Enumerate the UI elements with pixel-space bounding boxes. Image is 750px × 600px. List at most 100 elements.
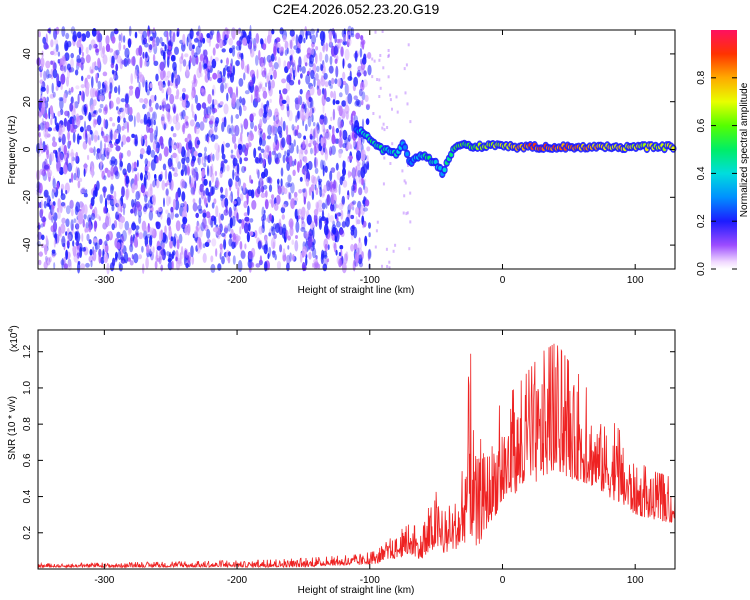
noise-cell <box>327 244 330 251</box>
noise-cell <box>176 31 179 38</box>
noise-cell <box>330 193 335 205</box>
noise-cell <box>41 169 47 177</box>
noise-cell <box>339 229 345 235</box>
noise-cell <box>291 239 295 245</box>
noise-cell <box>167 261 173 271</box>
noise-cell <box>298 151 304 161</box>
noise-cell <box>360 58 363 65</box>
noise-cell <box>104 240 108 246</box>
noise-cell <box>130 234 133 246</box>
noise-cell <box>288 39 294 49</box>
noise-cell <box>175 191 179 202</box>
noise-cell <box>302 140 306 149</box>
noise-cell <box>328 124 332 130</box>
noise-cell <box>43 189 49 198</box>
noise-cell <box>271 194 275 200</box>
noise-cell <box>315 53 318 65</box>
noise-cell <box>237 143 243 151</box>
noise-cell <box>235 114 240 119</box>
noise-cell <box>191 255 195 265</box>
noise-cell <box>170 126 174 132</box>
noise-cell <box>66 76 69 87</box>
noise-cell <box>240 58 245 70</box>
noise-cell <box>235 60 240 67</box>
noise-cell <box>358 88 363 97</box>
noise-cell <box>45 69 50 79</box>
noise-cell <box>328 80 332 86</box>
noise-cell <box>341 262 347 274</box>
noise-cell <box>156 156 160 164</box>
noise-cell <box>91 28 97 37</box>
noise-cell <box>325 97 331 102</box>
noise-cell <box>154 134 158 145</box>
noise-cell <box>244 216 250 222</box>
noise-cell <box>236 212 239 222</box>
noise-cell <box>185 262 189 269</box>
noise-cell <box>76 232 81 243</box>
noise-cell <box>224 82 227 90</box>
y-tick-label: 0.4 <box>22 489 33 503</box>
noise-cell <box>152 41 157 49</box>
noise-cell <box>227 251 231 257</box>
noise-cell <box>90 111 96 118</box>
noise-cell <box>182 216 188 225</box>
noise-cell <box>96 30 101 35</box>
noise-cell <box>254 55 259 66</box>
noise-cell <box>186 166 191 176</box>
noise-cell <box>131 56 136 66</box>
noise-cell <box>98 238 103 246</box>
noise-cell <box>212 99 218 106</box>
noise-cell <box>190 245 194 258</box>
noise-cell <box>320 39 324 46</box>
noise-cell <box>379 86 382 90</box>
noise-cell <box>260 148 265 153</box>
noise-cell <box>232 157 238 167</box>
noise-cell <box>166 70 171 78</box>
noise-cell <box>110 62 115 69</box>
noise-cell <box>321 193 325 198</box>
noise-cell <box>346 194 349 200</box>
noise-cell <box>69 102 74 112</box>
noise-cell <box>301 261 306 272</box>
y-tick-label: 1.2 <box>22 344 33 358</box>
noise-cell <box>342 180 348 188</box>
noise-cell <box>285 181 291 188</box>
noise-cell <box>155 148 159 153</box>
noise-cell <box>148 44 153 51</box>
noise-cell <box>181 191 186 202</box>
noise-cell <box>389 93 392 97</box>
noise-cell <box>244 243 247 250</box>
noise-cell <box>92 246 95 256</box>
noise-cell <box>365 103 371 108</box>
noise-cell <box>73 218 77 223</box>
noise-cell <box>376 220 379 224</box>
y-tick-label: 20 <box>22 96 33 108</box>
noise-cell <box>352 200 357 205</box>
noise-cell <box>299 29 305 39</box>
noise-cell <box>259 83 262 89</box>
noise-cell <box>255 33 260 44</box>
noise-cell <box>191 47 195 57</box>
noise-cell <box>198 61 202 74</box>
noise-cell <box>221 232 226 237</box>
noise-cell <box>354 50 358 63</box>
noise-cell <box>276 194 281 205</box>
noise-cell <box>317 199 323 208</box>
noise-cell <box>231 134 237 144</box>
noise-cell <box>294 240 299 252</box>
noise-cell <box>353 95 358 101</box>
noise-cell <box>79 57 85 65</box>
noise-cell <box>62 242 66 248</box>
noise-cell <box>145 257 149 269</box>
noise-cell <box>229 72 235 83</box>
noise-cell <box>258 49 261 61</box>
noise-cell <box>314 157 318 169</box>
noise-cell <box>388 266 391 270</box>
noise-cell <box>76 133 80 145</box>
noise-cell <box>271 79 275 89</box>
noise-cell <box>285 124 289 136</box>
noise-cell <box>230 149 234 154</box>
noise-cell <box>188 39 193 51</box>
noise-cell <box>207 165 209 177</box>
noise-cell <box>189 28 194 40</box>
